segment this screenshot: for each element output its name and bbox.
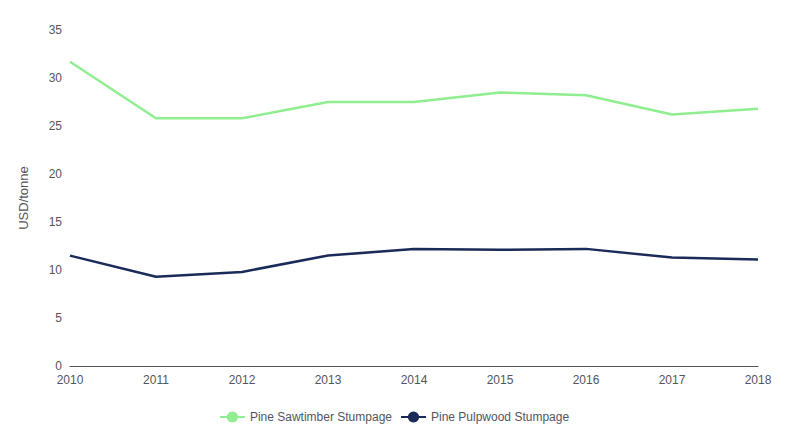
svg-text:20: 20 xyxy=(49,167,63,181)
svg-text:2015: 2015 xyxy=(487,373,514,387)
svg-text:2013: 2013 xyxy=(315,373,342,387)
svg-text:2011: 2011 xyxy=(143,373,169,387)
svg-text:2018: 2018 xyxy=(745,373,772,387)
svg-text:30: 30 xyxy=(49,71,63,85)
svg-text:5: 5 xyxy=(55,311,62,325)
svg-text:15: 15 xyxy=(49,215,63,229)
svg-text:Pine Pulpwood Stumpage: Pine Pulpwood Stumpage xyxy=(431,410,569,424)
svg-text:2016: 2016 xyxy=(573,373,600,387)
svg-text:2017: 2017 xyxy=(659,373,686,387)
svg-text:2014: 2014 xyxy=(401,373,428,387)
svg-text:0: 0 xyxy=(55,359,62,373)
svg-text:USD/tonne: USD/tonne xyxy=(16,166,31,230)
svg-text:2012: 2012 xyxy=(229,373,256,387)
svg-text:25: 25 xyxy=(49,119,63,133)
svg-text:10: 10 xyxy=(49,263,63,277)
svg-text:Pine Sawtimber Stumpage: Pine Sawtimber Stumpage xyxy=(250,410,392,424)
svg-text:2010: 2010 xyxy=(57,373,84,387)
svg-text:35: 35 xyxy=(49,23,63,37)
